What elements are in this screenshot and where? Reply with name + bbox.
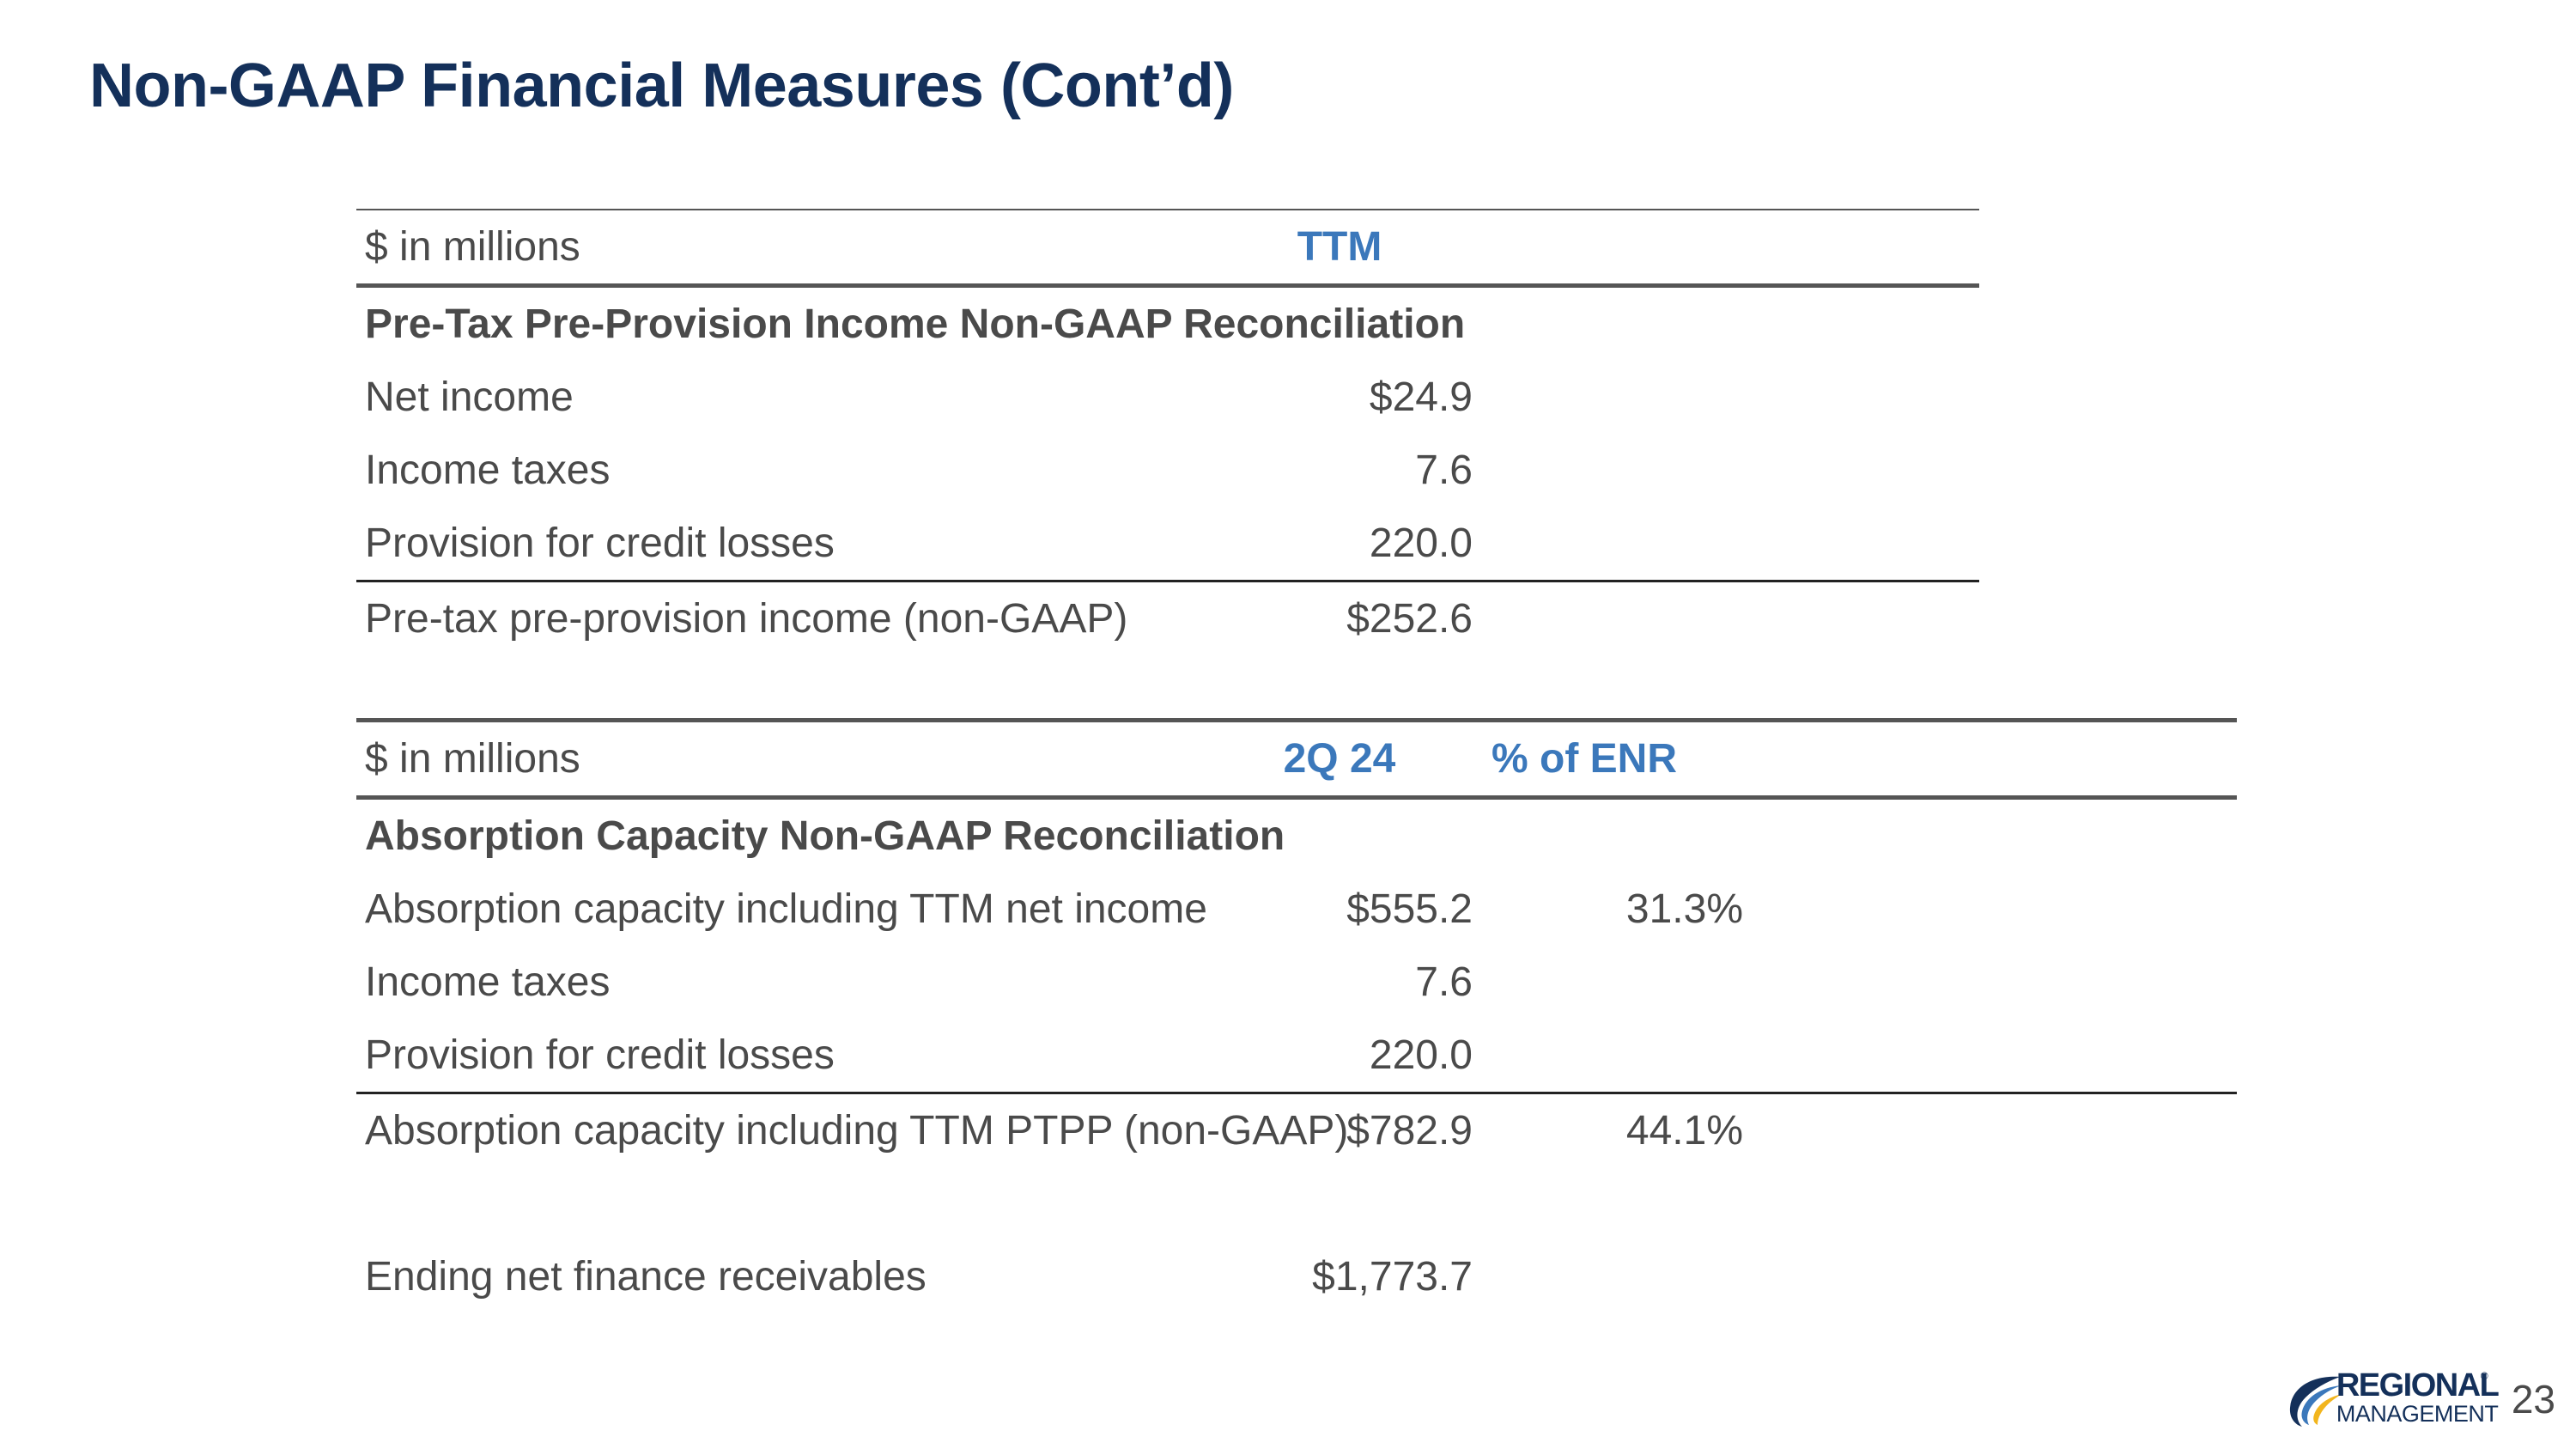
total-value: $782.9 xyxy=(1346,1108,1473,1154)
enr-row: Ending net finance receivables $1,773.7 xyxy=(356,1240,2237,1313)
header-rule xyxy=(356,795,2237,800)
company-logo: REGIONAL ® MANAGEMENT xyxy=(2287,1368,2501,1430)
ptpp-reconciliation-table: $ in millions TTM Pre-Tax Pre-Provision … xyxy=(356,209,1979,655)
section-title-row: Pre-Tax Pre-Provision Income Non-GAAP Re… xyxy=(356,288,1979,361)
column-header-ttm: TTM xyxy=(1297,224,1382,270)
enr-value: $1,773.7 xyxy=(1312,1254,1473,1300)
unit-label: $ in millions xyxy=(365,224,580,270)
total-label: Absorption capacity including TTM PTPP (… xyxy=(365,1108,1349,1154)
table-top-rule xyxy=(356,209,1979,210)
page-number: 23 xyxy=(2511,1377,2555,1422)
table-header-row: $ in millions TTM xyxy=(356,210,1979,283)
table-header-row: $ in millions 2Q 24 % of ENR xyxy=(356,722,2237,795)
table-row: Absorption capacity including TTM net in… xyxy=(356,873,2237,946)
row-label: Income taxes xyxy=(365,959,611,1005)
row-label: Provision for credit losses xyxy=(365,1032,835,1078)
row-value: 7.6 xyxy=(1415,959,1473,1005)
row-value: 7.6 xyxy=(1415,447,1473,493)
page-title: Non-GAAP Financial Measures (Cont’d) xyxy=(89,52,1234,120)
row-value: $555.2 xyxy=(1346,886,1473,932)
table-row: Income taxes 7.6 xyxy=(356,434,1979,507)
row-value: 220.0 xyxy=(1369,521,1473,566)
header-rule xyxy=(356,283,1979,288)
logo-swoosh-icon xyxy=(2289,1376,2342,1427)
section-title: Pre-Tax Pre-Provision Income Non-GAAP Re… xyxy=(365,301,1466,347)
row-label: Income taxes xyxy=(365,447,611,493)
row-spacer xyxy=(356,1167,2237,1240)
total-pct: 44.1% xyxy=(1625,1108,1743,1154)
table-row: Income taxes 7.6 xyxy=(356,946,2237,1019)
row-value: 220.0 xyxy=(1369,1032,1473,1078)
logo-trademark: ® xyxy=(2480,1370,2488,1382)
row-value: $24.9 xyxy=(1369,374,1473,420)
total-label: Pre-tax pre-provision income (non-GAAP) xyxy=(365,596,1128,642)
row-pct: 31.3% xyxy=(1625,886,1743,932)
table-row: Provision for credit losses 220.0 xyxy=(356,507,1979,580)
row-label: Provision for credit losses xyxy=(365,521,835,566)
logo-text-management: MANAGEMENT xyxy=(2336,1401,2499,1427)
row-label: Net income xyxy=(365,374,574,420)
table-row: Provision for credit losses 220.0 xyxy=(356,1019,2237,1092)
logo-text-regional: REGIONAL xyxy=(2336,1367,2500,1403)
slide-footer: REGIONAL ® MANAGEMENT 23 xyxy=(2287,1365,2555,1434)
absorption-capacity-table: $ in millions 2Q 24 % of ENR Absorption … xyxy=(356,718,2237,1313)
table-top-rule xyxy=(356,718,2237,722)
total-rule xyxy=(356,1092,2237,1094)
unit-label: $ in millions xyxy=(365,736,580,782)
total-row: Pre-tax pre-provision income (non-GAAP) … xyxy=(356,582,1979,655)
total-row: Absorption capacity including TTM PTPP (… xyxy=(356,1094,2237,1167)
table-row: Net income $24.9 xyxy=(356,361,1979,434)
enr-label: Ending net finance receivables xyxy=(365,1254,927,1300)
row-label: Absorption capacity including TTM net in… xyxy=(365,886,1207,932)
total-value: $252.6 xyxy=(1346,596,1473,642)
section-title: Absorption Capacity Non-GAAP Reconciliat… xyxy=(365,813,1285,859)
total-rule xyxy=(356,580,1979,582)
section-title-row: Absorption Capacity Non-GAAP Reconciliat… xyxy=(356,800,2237,873)
column-header-2q24: 2Q 24 xyxy=(1283,736,1396,782)
column-header-pct-enr: % of ENR xyxy=(1492,736,1677,782)
